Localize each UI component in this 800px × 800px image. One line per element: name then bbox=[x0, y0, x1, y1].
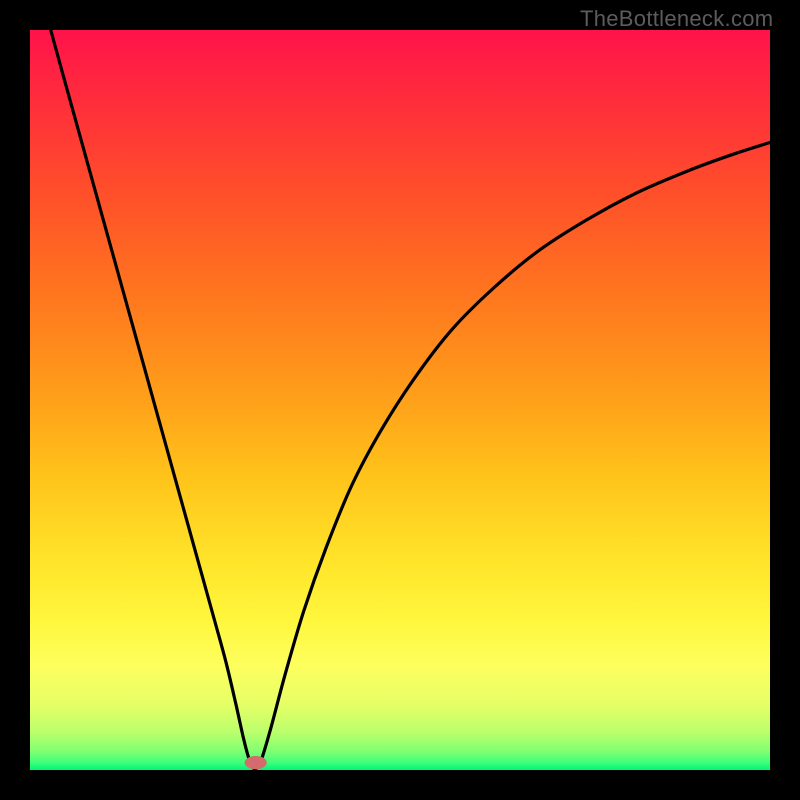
chart-canvas: TheBottleneck.com bbox=[0, 0, 800, 800]
plot-area bbox=[30, 30, 770, 770]
chart-svg bbox=[30, 30, 770, 770]
watermark-text: TheBottleneck.com bbox=[580, 6, 773, 32]
min-marker bbox=[245, 756, 267, 769]
